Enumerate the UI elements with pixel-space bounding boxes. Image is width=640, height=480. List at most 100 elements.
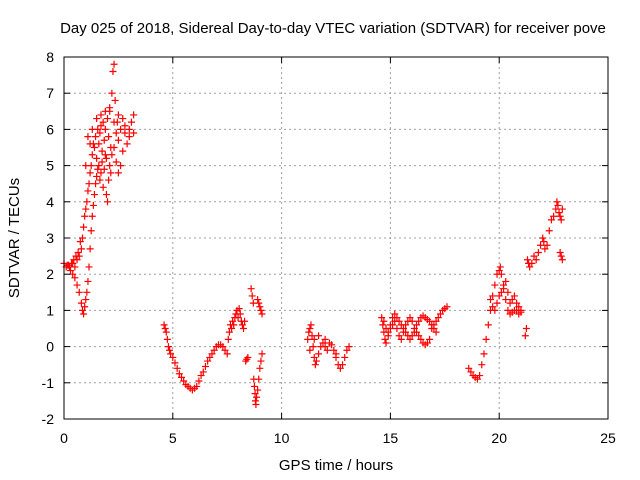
x-tick-label-5: 25 <box>600 430 616 446</box>
y-tick-label-7: 5 <box>46 158 54 174</box>
data-point-0-228 <box>417 335 425 343</box>
data-point-0-263 <box>428 321 436 329</box>
data-point-0-142 <box>225 328 233 336</box>
data-point-0-227 <box>415 332 423 340</box>
data-point-0-154 <box>238 321 246 329</box>
data-point-0-26 <box>97 122 105 130</box>
data-point-0-185 <box>310 353 318 361</box>
data-point-0-328 <box>556 212 564 220</box>
data-point-0-66 <box>90 191 98 199</box>
data-point-0-175 <box>257 306 265 314</box>
data-point-0-177 <box>254 296 262 304</box>
data-point-0-32 <box>104 115 112 123</box>
y-tick-label-0: -2 <box>42 411 55 427</box>
data-point-0-330 <box>558 205 566 213</box>
data-point-0-170 <box>255 375 263 383</box>
data-point-0-158 <box>243 355 251 363</box>
data-point-0-232 <box>426 335 434 343</box>
data-point-0-277 <box>489 292 497 300</box>
data-point-0-90 <box>68 259 76 267</box>
data-point-0-176 <box>258 310 266 318</box>
data-point-0-78 <box>104 198 112 206</box>
data-point-0-43 <box>117 125 125 133</box>
data-point-0-22 <box>93 154 101 162</box>
data-point-0-303 <box>510 292 518 300</box>
axis-ticks: 0 5 10 15 20 25 -2 -1 0 1 2 3 4 5 6 7 8 <box>42 49 616 446</box>
data-point-0-207 <box>332 350 340 358</box>
x-tick-label-1: 5 <box>169 430 177 446</box>
data-point-0-270 <box>473 375 481 383</box>
x-tick-label-2: 10 <box>274 430 290 446</box>
data-point-0-28 <box>99 118 107 126</box>
data-point-0-50 <box>69 270 77 278</box>
data-point-0-46 <box>123 140 131 148</box>
data-point-0-70 <box>95 162 103 170</box>
data-point-0-95 <box>82 162 90 170</box>
y-tick-label-4: 2 <box>46 266 54 282</box>
data-point-0-82 <box>108 151 116 159</box>
data-point-0-111 <box>163 335 171 343</box>
data-point-0-206 <box>321 335 329 343</box>
data-point-0-96 <box>84 133 92 141</box>
data-point-0-315 <box>534 248 542 256</box>
data-point-0-8 <box>77 245 85 253</box>
data-point-0-300 <box>504 288 512 296</box>
data-point-0-265 <box>432 328 440 336</box>
data-point-0-272 <box>478 361 486 369</box>
data-point-0-299 <box>502 277 510 285</box>
data-point-0-118 <box>175 370 183 378</box>
data-point-0-297 <box>497 288 505 296</box>
data-point-0-45 <box>121 129 129 137</box>
y-tick-label-9: 7 <box>46 85 54 101</box>
data-point-0-40 <box>112 129 120 137</box>
data-point-0-72 <box>97 169 105 177</box>
data-point-0-155 <box>240 325 248 332</box>
data-point-0-174 <box>256 303 264 311</box>
data-point-0-203 <box>306 346 314 354</box>
data-point-0-134 <box>210 346 218 354</box>
data-point-0-190 <box>319 339 327 347</box>
data-point-0-67 <box>92 180 100 188</box>
data-point-0-254 <box>408 332 416 340</box>
data-point-0-171 <box>256 364 264 372</box>
data-point-0-110 <box>162 328 170 336</box>
data-point-0-169 <box>254 386 262 394</box>
data-point-0-248 <box>395 317 403 325</box>
data-point-0-205 <box>315 332 323 340</box>
data-point-0-33 <box>105 133 113 141</box>
data-point-0-327 <box>555 209 563 217</box>
data-point-0-53 <box>75 288 83 296</box>
data-point-0-323 <box>550 212 558 220</box>
data-point-0-242 <box>382 325 390 332</box>
data-point-0-49 <box>130 111 138 119</box>
data-point-0-244 <box>386 321 394 329</box>
data-point-0-318 <box>540 238 548 246</box>
data-point-0-273 <box>480 350 488 358</box>
data-point-0-182 <box>307 321 315 329</box>
data-point-0-186 <box>311 361 319 369</box>
data-point-0-116 <box>171 359 179 367</box>
data-point-0-37 <box>109 67 117 75</box>
data-point-0-192 <box>323 346 331 354</box>
data-point-0-301 <box>506 299 514 307</box>
data-point-0-173 <box>258 350 266 358</box>
data-point-0-298 <box>500 281 508 289</box>
data-point-0-231 <box>423 339 431 347</box>
data-point-0-107 <box>130 129 138 137</box>
data-point-0-30 <box>101 125 109 133</box>
data-point-0-280 <box>495 267 503 275</box>
data-series <box>60 60 566 409</box>
data-point-0-322 <box>547 216 555 224</box>
data-point-0-68 <box>93 172 101 180</box>
data-point-0-92 <box>72 252 80 260</box>
data-point-0-304 <box>513 306 521 314</box>
data-point-0-152 <box>236 310 244 318</box>
data-point-0-150 <box>234 314 242 322</box>
data-point-0-130 <box>201 363 209 371</box>
data-point-0-119 <box>178 373 186 381</box>
data-point-0-309 <box>523 256 531 264</box>
x-tick-label-4: 20 <box>491 430 507 446</box>
data-point-0-87 <box>119 147 127 155</box>
data-point-0-104 <box>114 111 122 119</box>
